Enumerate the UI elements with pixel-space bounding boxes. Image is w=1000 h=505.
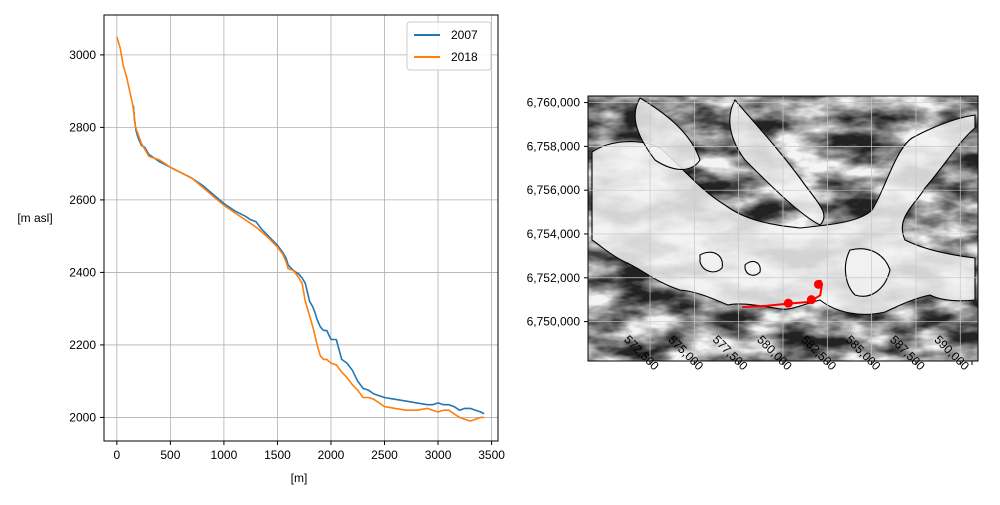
series-line-2007 [132, 105, 485, 415]
map-y-tick-label: 6,752,000 [527, 271, 581, 285]
glacier-lobe-central [729, 99, 825, 226]
x-tick-label: 3500 [478, 448, 505, 462]
plot-frame [103, 14, 499, 442]
x-tick-label: 1500 [264, 448, 291, 462]
profile-line [742, 279, 824, 309]
map-canvas [588, 96, 978, 361]
profile-marker [806, 295, 816, 305]
x-tick-label: 500 [160, 448, 180, 462]
map-y-tick-label: 6,758,000 [527, 139, 581, 153]
map-y-tick-label: 6,756,000 [527, 183, 581, 197]
x-tick-label: 1000 [211, 448, 238, 462]
series-lines [116, 36, 485, 422]
legend: 2007 2018 [406, 21, 492, 71]
profile-marker [813, 279, 823, 289]
nunatak-1 [699, 251, 723, 273]
glacier-outlines [591, 97, 976, 315]
x-tick-label: 3000 [425, 448, 452, 462]
y-tick-label: 2800 [69, 120, 96, 134]
glacier-lobe-north [634, 97, 701, 170]
y-tick-label: 2600 [69, 193, 96, 207]
map-gridlines [588, 96, 978, 361]
series-line-2018 [116, 36, 485, 422]
y-axis-label: [m asl] [17, 211, 52, 225]
x-ticks: 0 500 1000 1500 2000 2500 3000 3500 [114, 441, 505, 462]
map-y-tick-label: 6,750,000 [527, 315, 581, 329]
x-axis-label: [m] [291, 471, 308, 485]
y-tick-label: 2200 [69, 338, 96, 352]
glacier-lobe-east [844, 248, 891, 297]
legend-label-2018: 2018 [451, 50, 478, 64]
y-ticks: 2000 2200 2400 2600 2800 3000 [69, 48, 104, 424]
profile-marker [783, 298, 793, 308]
legend-label-2007: 2007 [451, 28, 478, 42]
nunatak-2 [744, 260, 761, 276]
glacier-map: 572,500 575,000 577,500 580,000 582,500 585,0… [527, 95, 979, 373]
map-y-tick-label: 6,760,000 [527, 96, 581, 110]
map-y-ticks: 6,750,000 6,752,000 6,754,000 6,756,000 6,75… [527, 96, 588, 329]
legend-box [406, 21, 492, 71]
y-tick-label: 2400 [69, 265, 96, 279]
elevation-profile-chart: 0 500 1000 1500 2000 2500 3000 3500 2000 2200 240… [17, 14, 505, 485]
gridlines [104, 15, 498, 441]
y-tick-label: 2000 [69, 410, 96, 424]
map-y-tick-label: 6,754,000 [527, 227, 581, 241]
x-tick-label: 0 [114, 448, 121, 462]
x-tick-label: 2500 [371, 448, 398, 462]
x-tick-label: 2000 [318, 448, 345, 462]
y-tick-label: 3000 [69, 48, 96, 62]
